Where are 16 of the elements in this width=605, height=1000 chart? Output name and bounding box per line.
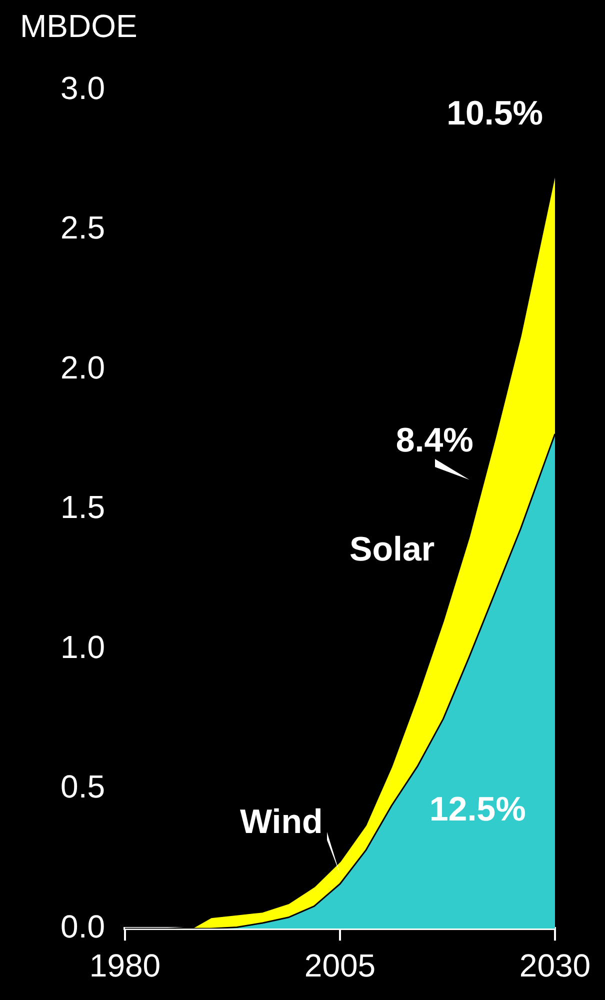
annotation: 8.4% — [396, 422, 474, 460]
series-label: Solar — [350, 530, 435, 569]
y-tick-label: 2.5 — [60, 210, 105, 246]
y-axis-title: MBDOE — [20, 8, 138, 44]
y-tick-label: 2.0 — [60, 349, 105, 386]
x-tick-label: 2030 — [519, 948, 591, 984]
series-label: Wind — [240, 803, 323, 842]
y-tick-label: 0.5 — [60, 768, 105, 805]
y-tick-label: 0.0 — [60, 908, 105, 944]
annotation: 10.5% — [446, 94, 544, 133]
x-tick-label: 2005 — [304, 948, 376, 984]
y-tick-label: 1.0 — [60, 628, 105, 665]
y-tick-label: 3.0 — [60, 70, 105, 106]
y-tick-label: 1.5 — [60, 489, 105, 526]
x-tick-label: 1980 — [89, 948, 161, 984]
annotation: 12.5% — [429, 790, 526, 829]
